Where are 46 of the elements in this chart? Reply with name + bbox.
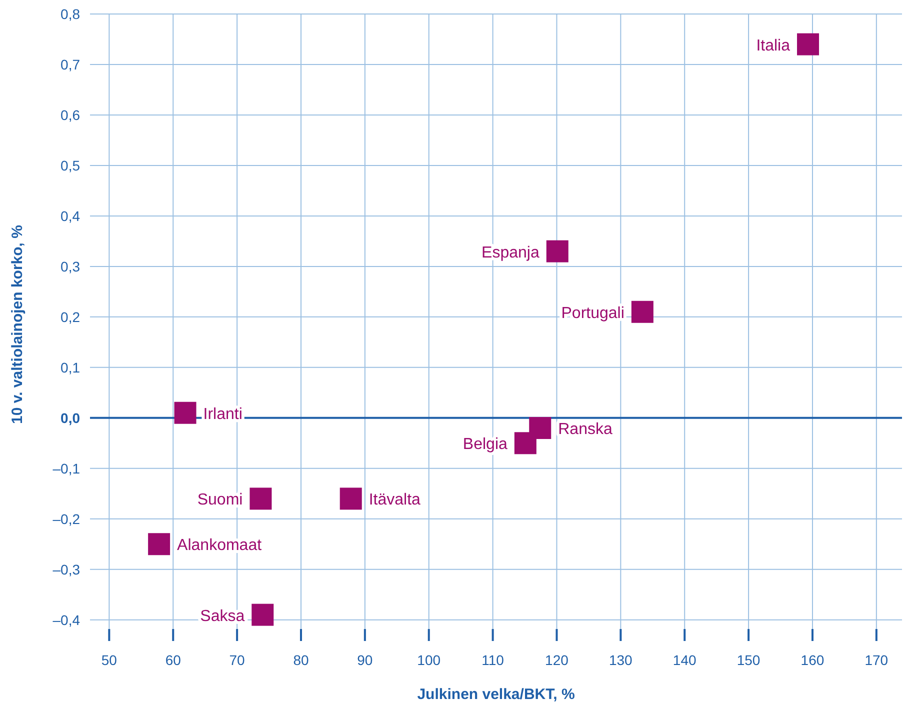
- annotation: Belgia: [462, 436, 508, 454]
- x-tick-label: 130: [608, 652, 633, 668]
- point: [797, 33, 820, 56]
- point: [250, 488, 272, 510]
- y-tick-label: 0,1: [60, 359, 80, 376]
- point: [174, 402, 196, 424]
- point: [148, 533, 170, 556]
- point: [546, 240, 568, 262]
- y-tick-label: 0,0: [60, 410, 80, 426]
- y-axis-title: 10 v. valtiolainojen korko, %: [9, 225, 26, 424]
- point: [631, 300, 654, 323]
- y-tick-label: 0,4: [60, 208, 80, 224]
- annotation: Saksa: [200, 608, 245, 625]
- point: [252, 604, 274, 626]
- x-tick-label: 100: [417, 652, 441, 668]
- y-tick-label: –0,3: [52, 561, 80, 578]
- y-tick-label: 0,3: [60, 258, 80, 274]
- x-tick-label: 140: [672, 652, 697, 668]
- annotation: Portugali: [561, 304, 624, 322]
- y-tick-label: 0,5: [60, 157, 80, 174]
- x-tick-label: 150: [736, 652, 760, 668]
- y-tick-label: 0,6: [60, 106, 80, 123]
- y-tick-label: –0,4: [52, 612, 80, 628]
- y-tick-label: 0,2: [60, 308, 80, 325]
- x-tick-label: 50: [101, 652, 118, 668]
- point: [514, 432, 536, 454]
- y-tick-label: –0,2: [52, 510, 80, 527]
- annotation: Alankomaat: [177, 537, 262, 554]
- x-axis-title: Julkinen velka/BKT, %: [417, 686, 575, 703]
- x-tick-label: 70: [229, 652, 246, 668]
- annotation: Itävalta: [368, 492, 421, 509]
- annotation: Suomi: [197, 492, 243, 509]
- x-tick-label: 60: [165, 652, 182, 668]
- y-tick-label: –0,1: [52, 460, 80, 476]
- x-tick-label: 110: [482, 652, 504, 668]
- y-tick-label: 0,7: [60, 56, 80, 72]
- x-tick-label: 90: [357, 652, 373, 668]
- x-tick-label: 170: [864, 652, 888, 668]
- x-tick-label: 80: [293, 652, 309, 668]
- point: [340, 488, 362, 510]
- annotation: Italia: [756, 37, 790, 54]
- x-tick-label: 120: [545, 652, 569, 668]
- x-tick-label: 160: [800, 652, 824, 668]
- annotation: Espanja: [482, 244, 540, 262]
- y-tick-label: 0,8: [60, 6, 80, 22]
- annotation: Ranska: [558, 421, 612, 438]
